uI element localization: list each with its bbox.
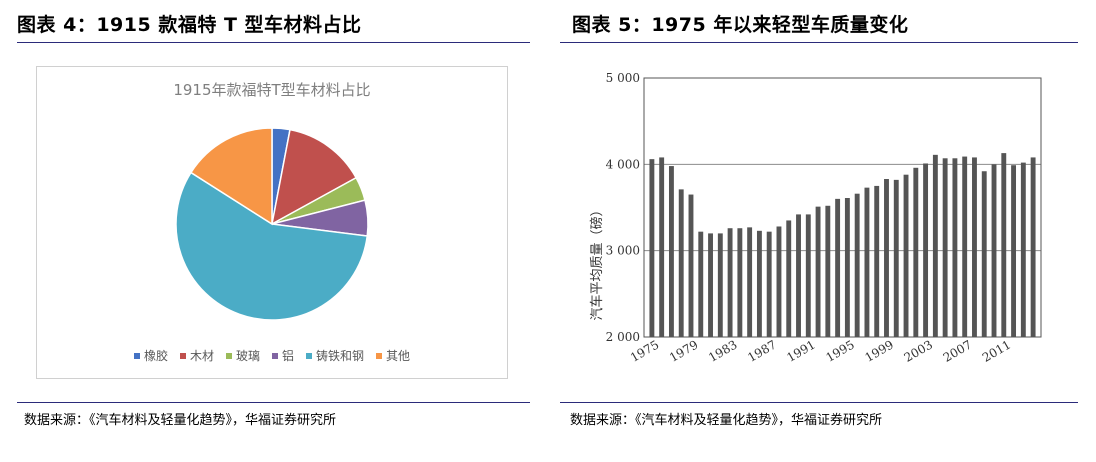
- bar-xtick-label: 1999: [863, 337, 896, 364]
- bar-xtick-label: 1983: [706, 337, 739, 364]
- bar-2013: [1020, 162, 1026, 337]
- bar-1990: [796, 214, 801, 337]
- figure-4-source: 数据来源：《汽车材料及轻量化趋势》，华福证券研究所: [24, 413, 337, 428]
- bar-1991: [805, 214, 811, 337]
- bar-2001: [903, 174, 909, 337]
- pie-legend-label: 其他: [386, 349, 410, 363]
- pie-chart-frame: 1915年款福特T型车材料占比 橡胶 木材 玻璃 铝 铸铁和钢 其他: [36, 66, 508, 379]
- bar-1986: [756, 230, 762, 337]
- bar-2014: [1030, 157, 1036, 337]
- bar-1984: [737, 228, 743, 337]
- bar-1982: [717, 233, 723, 337]
- bar-2000: [893, 179, 899, 337]
- figure-5-source: 数据来源：《汽车材料及轻量化趋势》，华福证券研究所: [570, 413, 883, 428]
- bar-1981: [708, 233, 713, 337]
- pie-chart-title: 1915年款福特T型车材料占比: [173, 81, 370, 99]
- bar-2005: [942, 158, 948, 337]
- bar-xtick-label: 1979: [667, 337, 700, 364]
- figure-4-top-rule: [17, 42, 530, 43]
- bar-2003: [923, 163, 929, 337]
- figure-4-caption: 图表 4：1915 款福特 T 型车材料占比: [17, 14, 362, 36]
- figure-4-bottom-rule: [17, 402, 530, 403]
- bar-xtick-label: 1995: [823, 337, 856, 364]
- bar-xtick-label: 2003: [902, 337, 935, 364]
- bar-chart-ylabel: 汽车平均质量（磅）: [589, 203, 605, 320]
- bar-1977: [668, 166, 674, 337]
- bar-1998: [874, 185, 880, 337]
- bar-1997: [864, 187, 870, 337]
- bar-1989: [786, 220, 792, 337]
- bar-2002: [913, 167, 919, 337]
- bar-1979: [688, 194, 694, 337]
- bar-2004: [932, 154, 938, 337]
- pie-slice-5: [175, 171, 369, 321]
- bar-1980: [698, 231, 704, 337]
- bar-1987: [766, 231, 772, 337]
- bar-2006: [952, 158, 958, 337]
- bar-xtick-label: 1987: [745, 337, 778, 364]
- bar-2008: [972, 157, 977, 337]
- bar-1988: [776, 226, 782, 337]
- bar-xtick-label: 2011: [980, 337, 1013, 364]
- figure-5-caption: 图表 5：1975 年以来轻型车质量变化: [572, 14, 909, 36]
- pie-legend-swatch: [306, 353, 312, 359]
- pie-legend-label: 橡胶: [144, 348, 168, 363]
- bar-ytick-label: 2 000: [606, 330, 640, 344]
- bar-1983: [727, 228, 733, 337]
- bar-2007: [962, 156, 968, 337]
- bar-2012: [1011, 165, 1017, 337]
- pie-legend-swatch: [180, 353, 186, 359]
- bar-2009: [981, 171, 987, 337]
- pie-legend-swatch: [272, 353, 278, 359]
- bar-1999: [884, 179, 889, 337]
- pie-legend-swatch: [226, 353, 232, 359]
- bar-1975: [649, 159, 655, 337]
- bar-1992: [815, 206, 821, 337]
- bar-1976: [659, 157, 665, 337]
- figure-5-bottom-rule: [560, 402, 1078, 403]
- pie-slice-6: [189, 127, 273, 226]
- bar-1978: [678, 189, 684, 337]
- bar-1995: [844, 198, 850, 337]
- pie-slice-2: [270, 128, 358, 226]
- bar-1993: [825, 205, 831, 337]
- bar-xtick-label: 1991: [784, 337, 817, 364]
- pie-chart: 1915年款福特T型车材料占比 橡胶 木材 玻璃 铝 铸铁和钢 其他: [134, 81, 410, 363]
- bar-xtick-label: 2007: [941, 337, 974, 364]
- bar-1994: [835, 198, 841, 337]
- pie-legend-swatch: [134, 353, 140, 359]
- bar-ytick-label: 3 000: [606, 244, 640, 258]
- pie-legend-label: 木材: [190, 349, 214, 363]
- bar-2011: [1001, 153, 1007, 337]
- bar-2010: [991, 164, 997, 337]
- bar-1985: [747, 227, 753, 337]
- bar-1996: [854, 193, 860, 337]
- pie-legend-label: 铝: [282, 348, 294, 363]
- bar-ytick-label: 4 000: [606, 157, 640, 171]
- bar-ytick-label: 5 000: [606, 71, 640, 85]
- bar-plot-frame: [643, 77, 1042, 338]
- pie-legend-label: 玻璃: [236, 349, 260, 363]
- pie-legend-label: 铸铁和钢: [316, 348, 364, 363]
- pie-legend-swatch: [376, 353, 382, 359]
- figure-5-top-rule: [560, 42, 1078, 43]
